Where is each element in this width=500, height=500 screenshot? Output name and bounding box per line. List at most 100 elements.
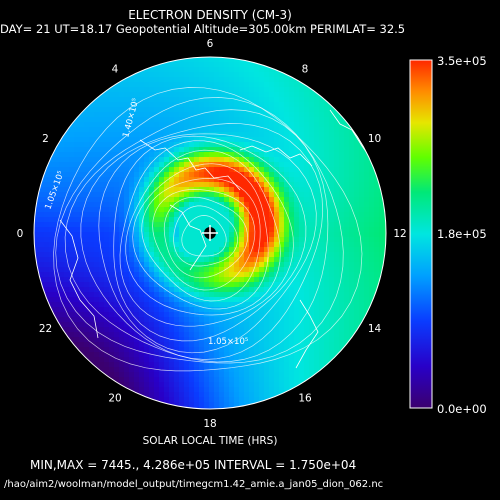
heat-cell xyxy=(204,352,210,358)
heat-cell xyxy=(144,112,150,118)
heat-cell xyxy=(304,112,310,118)
heat-cell xyxy=(289,212,295,218)
heat-cell xyxy=(324,182,330,188)
heat-cell xyxy=(319,197,325,203)
heat-cell xyxy=(189,302,195,308)
heat-cell xyxy=(304,107,310,113)
heat-cell xyxy=(229,172,235,178)
heat-cell xyxy=(184,177,190,183)
heat-cell xyxy=(314,102,320,108)
heat-cell xyxy=(169,397,175,403)
heat-cell xyxy=(184,297,190,303)
heat-cell xyxy=(209,372,215,378)
heat-cell xyxy=(309,102,315,108)
heat-cell xyxy=(109,167,115,173)
heat-cell xyxy=(354,297,360,303)
heat-cell xyxy=(234,177,240,183)
heat-cell xyxy=(269,177,275,183)
heat-cell xyxy=(174,132,180,138)
heat-cell xyxy=(129,187,135,193)
heat-cell xyxy=(299,102,305,108)
heat-cell xyxy=(34,207,40,213)
heat-cell xyxy=(114,282,120,288)
heat-cell xyxy=(94,312,100,318)
heat-cell xyxy=(244,377,250,383)
heat-cell xyxy=(164,257,170,263)
heat-cell xyxy=(364,232,370,238)
heat-cell xyxy=(279,282,285,288)
heat-cell xyxy=(239,257,245,263)
heat-cell xyxy=(164,77,170,83)
heat-cell xyxy=(249,107,255,113)
heat-cell xyxy=(289,342,295,348)
heat-cell xyxy=(214,322,220,328)
heat-cell xyxy=(194,222,200,228)
heat-cell xyxy=(104,337,110,343)
heat-cell xyxy=(354,167,360,173)
heat-cell xyxy=(229,307,235,313)
heat-cell xyxy=(284,102,290,108)
heat-cell xyxy=(269,367,275,373)
heat-cell xyxy=(84,177,90,183)
heat-cell xyxy=(99,127,105,133)
heat-cell xyxy=(134,107,140,113)
heat-cell xyxy=(219,237,225,243)
heat-cell xyxy=(199,382,205,388)
heat-cell xyxy=(249,187,255,193)
heat-cell xyxy=(169,257,175,263)
heat-cell xyxy=(119,362,125,368)
heat-cell xyxy=(94,227,100,233)
heat-cell xyxy=(209,102,215,108)
heat-cell xyxy=(204,317,210,323)
heat-cell xyxy=(119,172,125,178)
heat-cell xyxy=(199,247,205,253)
heat-cell xyxy=(179,172,185,178)
heat-cell xyxy=(224,397,230,403)
heat-cell xyxy=(204,142,210,148)
heat-cell xyxy=(294,282,300,288)
heat-cell xyxy=(329,332,335,338)
heat-cell xyxy=(199,122,205,128)
heat-cell xyxy=(154,392,160,398)
heat-cell xyxy=(219,197,225,203)
heat-cell xyxy=(259,87,265,93)
heat-cell xyxy=(164,127,170,133)
heat-cell xyxy=(74,337,80,343)
heat-cell xyxy=(359,242,365,248)
heat-cell xyxy=(144,72,150,78)
heat-cell xyxy=(129,162,135,168)
heat-cell xyxy=(334,202,340,208)
heat-cell xyxy=(124,92,130,98)
heat-cell xyxy=(54,192,60,198)
heat-cell xyxy=(214,327,220,333)
heat-cell xyxy=(264,202,270,208)
heat-cell xyxy=(129,287,135,293)
heat-cell xyxy=(39,272,45,278)
heat-cell xyxy=(54,217,60,223)
heat-cell xyxy=(264,377,270,383)
heat-cell xyxy=(124,342,130,348)
heat-cell xyxy=(114,117,120,123)
heat-cell xyxy=(274,242,280,248)
heat-cell xyxy=(259,157,265,163)
heat-cell xyxy=(249,347,255,353)
heat-cell xyxy=(284,97,290,103)
heat-cell xyxy=(324,137,330,143)
heat-cell xyxy=(309,247,315,253)
heat-cell xyxy=(34,252,40,258)
contour-line xyxy=(173,205,238,267)
heat-cell xyxy=(304,262,310,268)
heat-cell xyxy=(194,72,200,78)
heat-cell xyxy=(144,192,150,198)
heat-cell xyxy=(109,152,115,158)
heat-cell xyxy=(134,192,140,198)
heat-cell xyxy=(39,187,45,193)
heat-cell xyxy=(364,222,370,228)
heat-cell xyxy=(144,137,150,143)
heat-cell xyxy=(269,87,275,93)
heat-cell xyxy=(199,67,205,73)
heat-cell xyxy=(34,227,40,233)
heat-cell xyxy=(244,177,250,183)
heat-cell xyxy=(349,277,355,283)
heat-cell xyxy=(274,222,280,228)
